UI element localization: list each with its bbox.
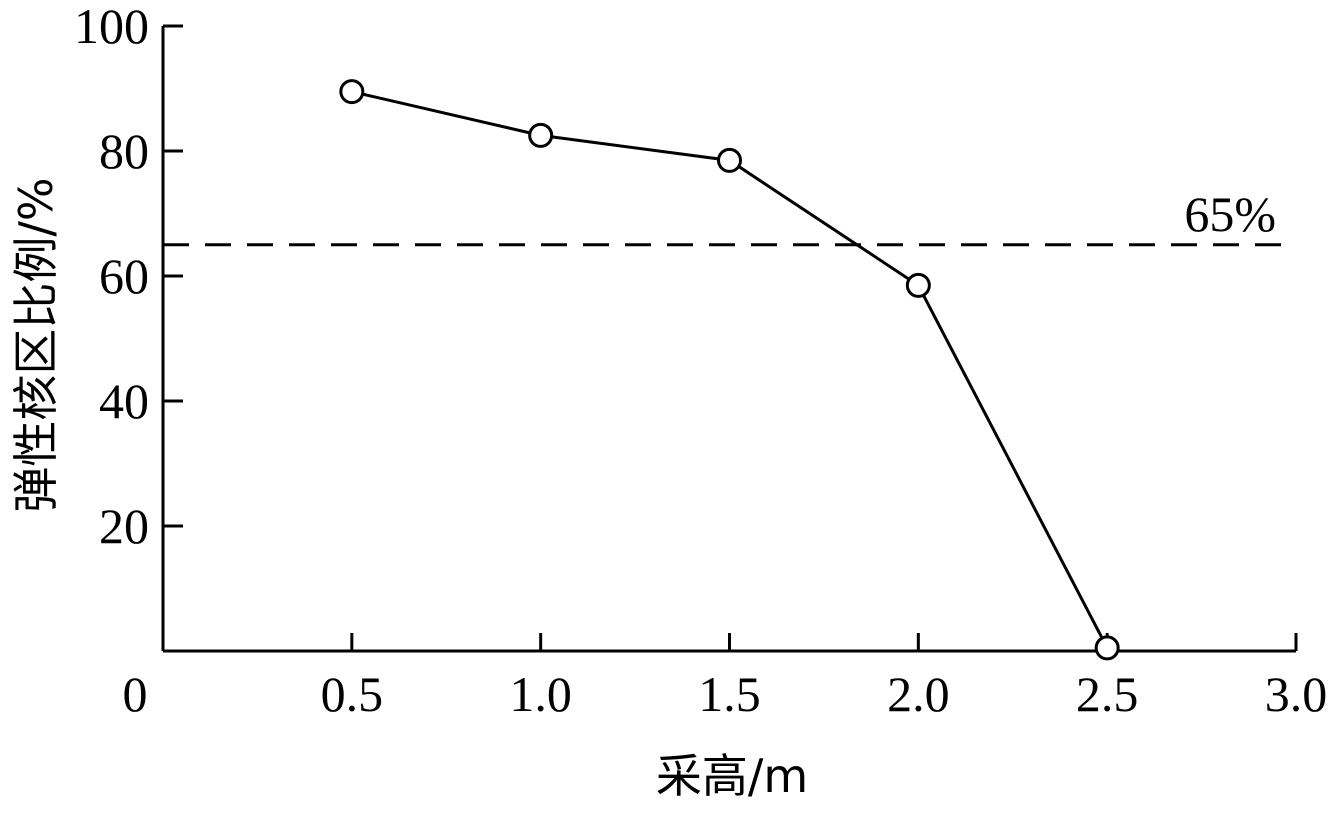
axes [161, 24, 1298, 653]
data-point [905, 272, 931, 298]
x-tick-label: 2.5 [1076, 666, 1139, 722]
data-point [717, 147, 742, 173]
data-point [528, 122, 554, 148]
x-tick-label: 1.0 [509, 666, 572, 722]
reference-line-label: 65% [1184, 186, 1276, 242]
y-tick-label: 40 [99, 373, 149, 429]
tick-labels: 20 40 60 80 100 0 0.5 1.0 1.5 2.0 2.5 3.0 [74, 0, 1327, 722]
x-tick-label: 3.0 [1265, 666, 1328, 722]
x-tick-label: 1.5 [698, 666, 761, 722]
y-tick-label: 20 [99, 498, 149, 554]
x-tick-label: 0 [123, 666, 148, 722]
x-tick-label: 0.5 [321, 666, 384, 722]
series-group [339, 79, 1120, 661]
y-tick-label: 60 [99, 248, 149, 304]
y-tick-label: 80 [99, 123, 149, 179]
y-axis-title: 弹性核区比例/% [9, 177, 63, 512]
x-axis-title: 采高/m [656, 749, 808, 803]
x-tick-label: 2.0 [887, 666, 950, 722]
y-tick-label: 100 [74, 0, 149, 54]
reference-line-group: 65% [163, 186, 1296, 247]
data-point [339, 79, 365, 105]
data-point [1094, 635, 1120, 661]
series-line [351, 90, 1109, 649]
